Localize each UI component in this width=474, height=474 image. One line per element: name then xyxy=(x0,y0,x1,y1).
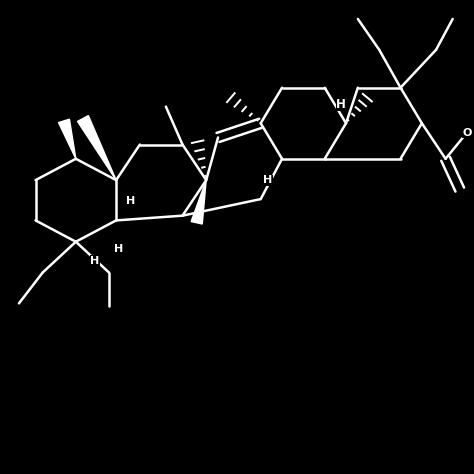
Text: H: H xyxy=(337,98,346,111)
Polygon shape xyxy=(78,116,116,180)
Text: H: H xyxy=(114,244,123,254)
Text: H: H xyxy=(263,175,273,185)
Polygon shape xyxy=(59,119,76,159)
Text: H: H xyxy=(126,196,135,207)
Text: H: H xyxy=(90,255,100,266)
Polygon shape xyxy=(191,180,206,224)
Text: O: O xyxy=(462,128,472,138)
